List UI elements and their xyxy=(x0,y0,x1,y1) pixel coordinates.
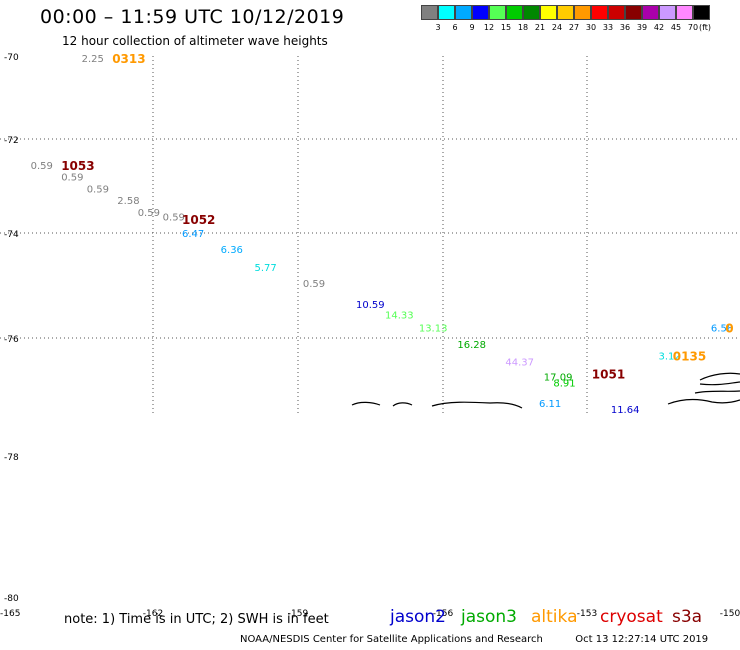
time-label: 0135 xyxy=(673,350,706,364)
time-label: 1053 xyxy=(61,159,94,173)
swh-label: 0.59 xyxy=(163,213,185,224)
colorbar-label: 3 xyxy=(435,23,441,32)
colorbar-swatch xyxy=(506,5,523,20)
swh-label: 3.12 xyxy=(659,352,681,363)
chart-title: 00:00 – 11:59 UTC 10/12/2019 xyxy=(40,6,345,28)
coastline xyxy=(351,372,740,409)
time-label: 0 xyxy=(725,322,733,336)
colorbar-swatch xyxy=(693,5,710,20)
colorbar-swatch xyxy=(421,5,438,20)
y-tick-label: -72 xyxy=(4,136,19,146)
colorbar-swatch xyxy=(438,5,455,20)
coastline-segment xyxy=(431,401,523,409)
satellite-cryosat: cryosat xyxy=(600,607,663,627)
satellite-altika: altika xyxy=(531,607,578,627)
swh-label: 44.37 xyxy=(505,358,534,369)
axis-ticks: -70 -72 -74 -76 -78 -80 -165 -162 -159 -156 -153 -1… xyxy=(0,53,740,619)
swh-label: 6.11 xyxy=(539,399,561,410)
data-labels: 2.250.590.590.592.580.59 0.596.476.365.77… xyxy=(31,52,734,416)
colorbar-label: 18 xyxy=(517,23,529,32)
coastline-segment xyxy=(694,390,740,394)
grid-lines xyxy=(0,56,740,415)
credit-line: NOAA/NESDIS Center for Satellite Applica… xyxy=(240,634,708,645)
x-tick-label: -165 xyxy=(0,609,20,619)
credit-text: NOAA/NESDIS Center for Satellite Applica… xyxy=(240,634,543,645)
coastline-segment xyxy=(351,401,381,406)
colorbar-label: 70 xyxy=(687,23,699,32)
swh-label: 0.59 xyxy=(31,161,53,172)
colorbar-swatch xyxy=(472,5,489,20)
time-label: 1051 xyxy=(592,367,625,381)
colorbar-label: 42 xyxy=(653,23,665,32)
swh-label: 14.33 xyxy=(385,310,414,321)
colorbar-swatch xyxy=(659,5,676,20)
time-label: 0313 xyxy=(112,52,145,66)
colorbar-label: 15 xyxy=(500,23,512,32)
colorbar-label: 21 xyxy=(534,23,546,32)
colorbar-label: 45 xyxy=(670,23,682,32)
x-tick-label: -150 xyxy=(720,609,740,619)
swh-label: 6.47 xyxy=(182,229,204,240)
x-tick-label: -159 xyxy=(288,609,309,619)
satellite-jason3: jason3 xyxy=(461,607,517,627)
satellite-jason2: jason2 xyxy=(390,607,446,627)
y-tick-label: -76 xyxy=(4,335,19,345)
colorbar-swatch xyxy=(489,5,506,20)
coastline-segment xyxy=(392,402,413,407)
swh-label: 8.91 xyxy=(553,378,575,389)
swh-label: 2.25 xyxy=(82,54,104,65)
swh-label: 0.59 xyxy=(138,208,160,219)
swh-label: 17.09 xyxy=(544,372,573,383)
colorbar-swatch xyxy=(540,5,557,20)
swh-label: 16.28 xyxy=(457,340,486,351)
colorbar-swatch xyxy=(574,5,591,20)
swh-label: 11.64 xyxy=(611,405,640,416)
y-tick-label: -80 xyxy=(4,594,19,604)
x-tick-label: -156 xyxy=(433,609,454,619)
y-tick-label: -70 xyxy=(4,53,19,63)
coastline-segment xyxy=(699,381,740,386)
colorbar-label: 36 xyxy=(619,23,631,32)
x-tick-label: -153 xyxy=(577,609,597,619)
colorbar-label: 30 xyxy=(585,23,597,32)
swh-label: 0.59 xyxy=(61,173,83,184)
swh-label: 0.59 xyxy=(303,279,325,290)
colorbar-swatch xyxy=(523,5,540,20)
swh-label: 2.58 xyxy=(117,196,139,207)
y-tick-label: -74 xyxy=(4,230,19,240)
swh-label: 5.77 xyxy=(255,263,277,274)
y-tick-label: -78 xyxy=(4,453,19,463)
colorbar-swatch xyxy=(608,5,625,20)
colorbar-swatch xyxy=(642,5,659,20)
swh-label: 6.58 xyxy=(711,324,733,335)
colorbar-unit: (ft) xyxy=(699,23,712,32)
time-label: 1052 xyxy=(182,213,215,227)
swh-label: 10.59 xyxy=(356,300,385,311)
colorbar-swatch xyxy=(455,5,472,20)
coastline-segment xyxy=(667,399,740,405)
colorbar-label: 12 xyxy=(483,23,495,32)
colorbar-label: 33 xyxy=(602,23,614,32)
swh-label: 6.36 xyxy=(221,245,243,256)
colorbar-swatch xyxy=(591,5,608,20)
swh-label: 0.59 xyxy=(87,184,109,195)
colorbar-label: 9 xyxy=(469,23,475,32)
chart-subtitle: 12 hour collection of altimeter wave hei… xyxy=(62,34,328,48)
colorbar-swatch xyxy=(625,5,642,20)
swh-label: 13.13 xyxy=(419,324,448,335)
colorbar-swatch xyxy=(557,5,574,20)
colorbar-label: 27 xyxy=(568,23,580,32)
credit-timestamp: Oct 13 12:27:14 UTC 2019 xyxy=(575,634,709,645)
colorbar-label: 39 xyxy=(636,23,648,32)
coastline-segment xyxy=(699,372,740,381)
colorbar-label: 6 xyxy=(452,23,458,32)
colorbar-swatch xyxy=(676,5,693,20)
satellite-s3a: s3a xyxy=(672,607,703,627)
x-tick-label: -162 xyxy=(143,609,163,619)
footer-note: note: 1) Time is in UTC; 2) SWH is in fe… xyxy=(64,612,329,627)
colorbar-label: 24 xyxy=(551,23,563,32)
